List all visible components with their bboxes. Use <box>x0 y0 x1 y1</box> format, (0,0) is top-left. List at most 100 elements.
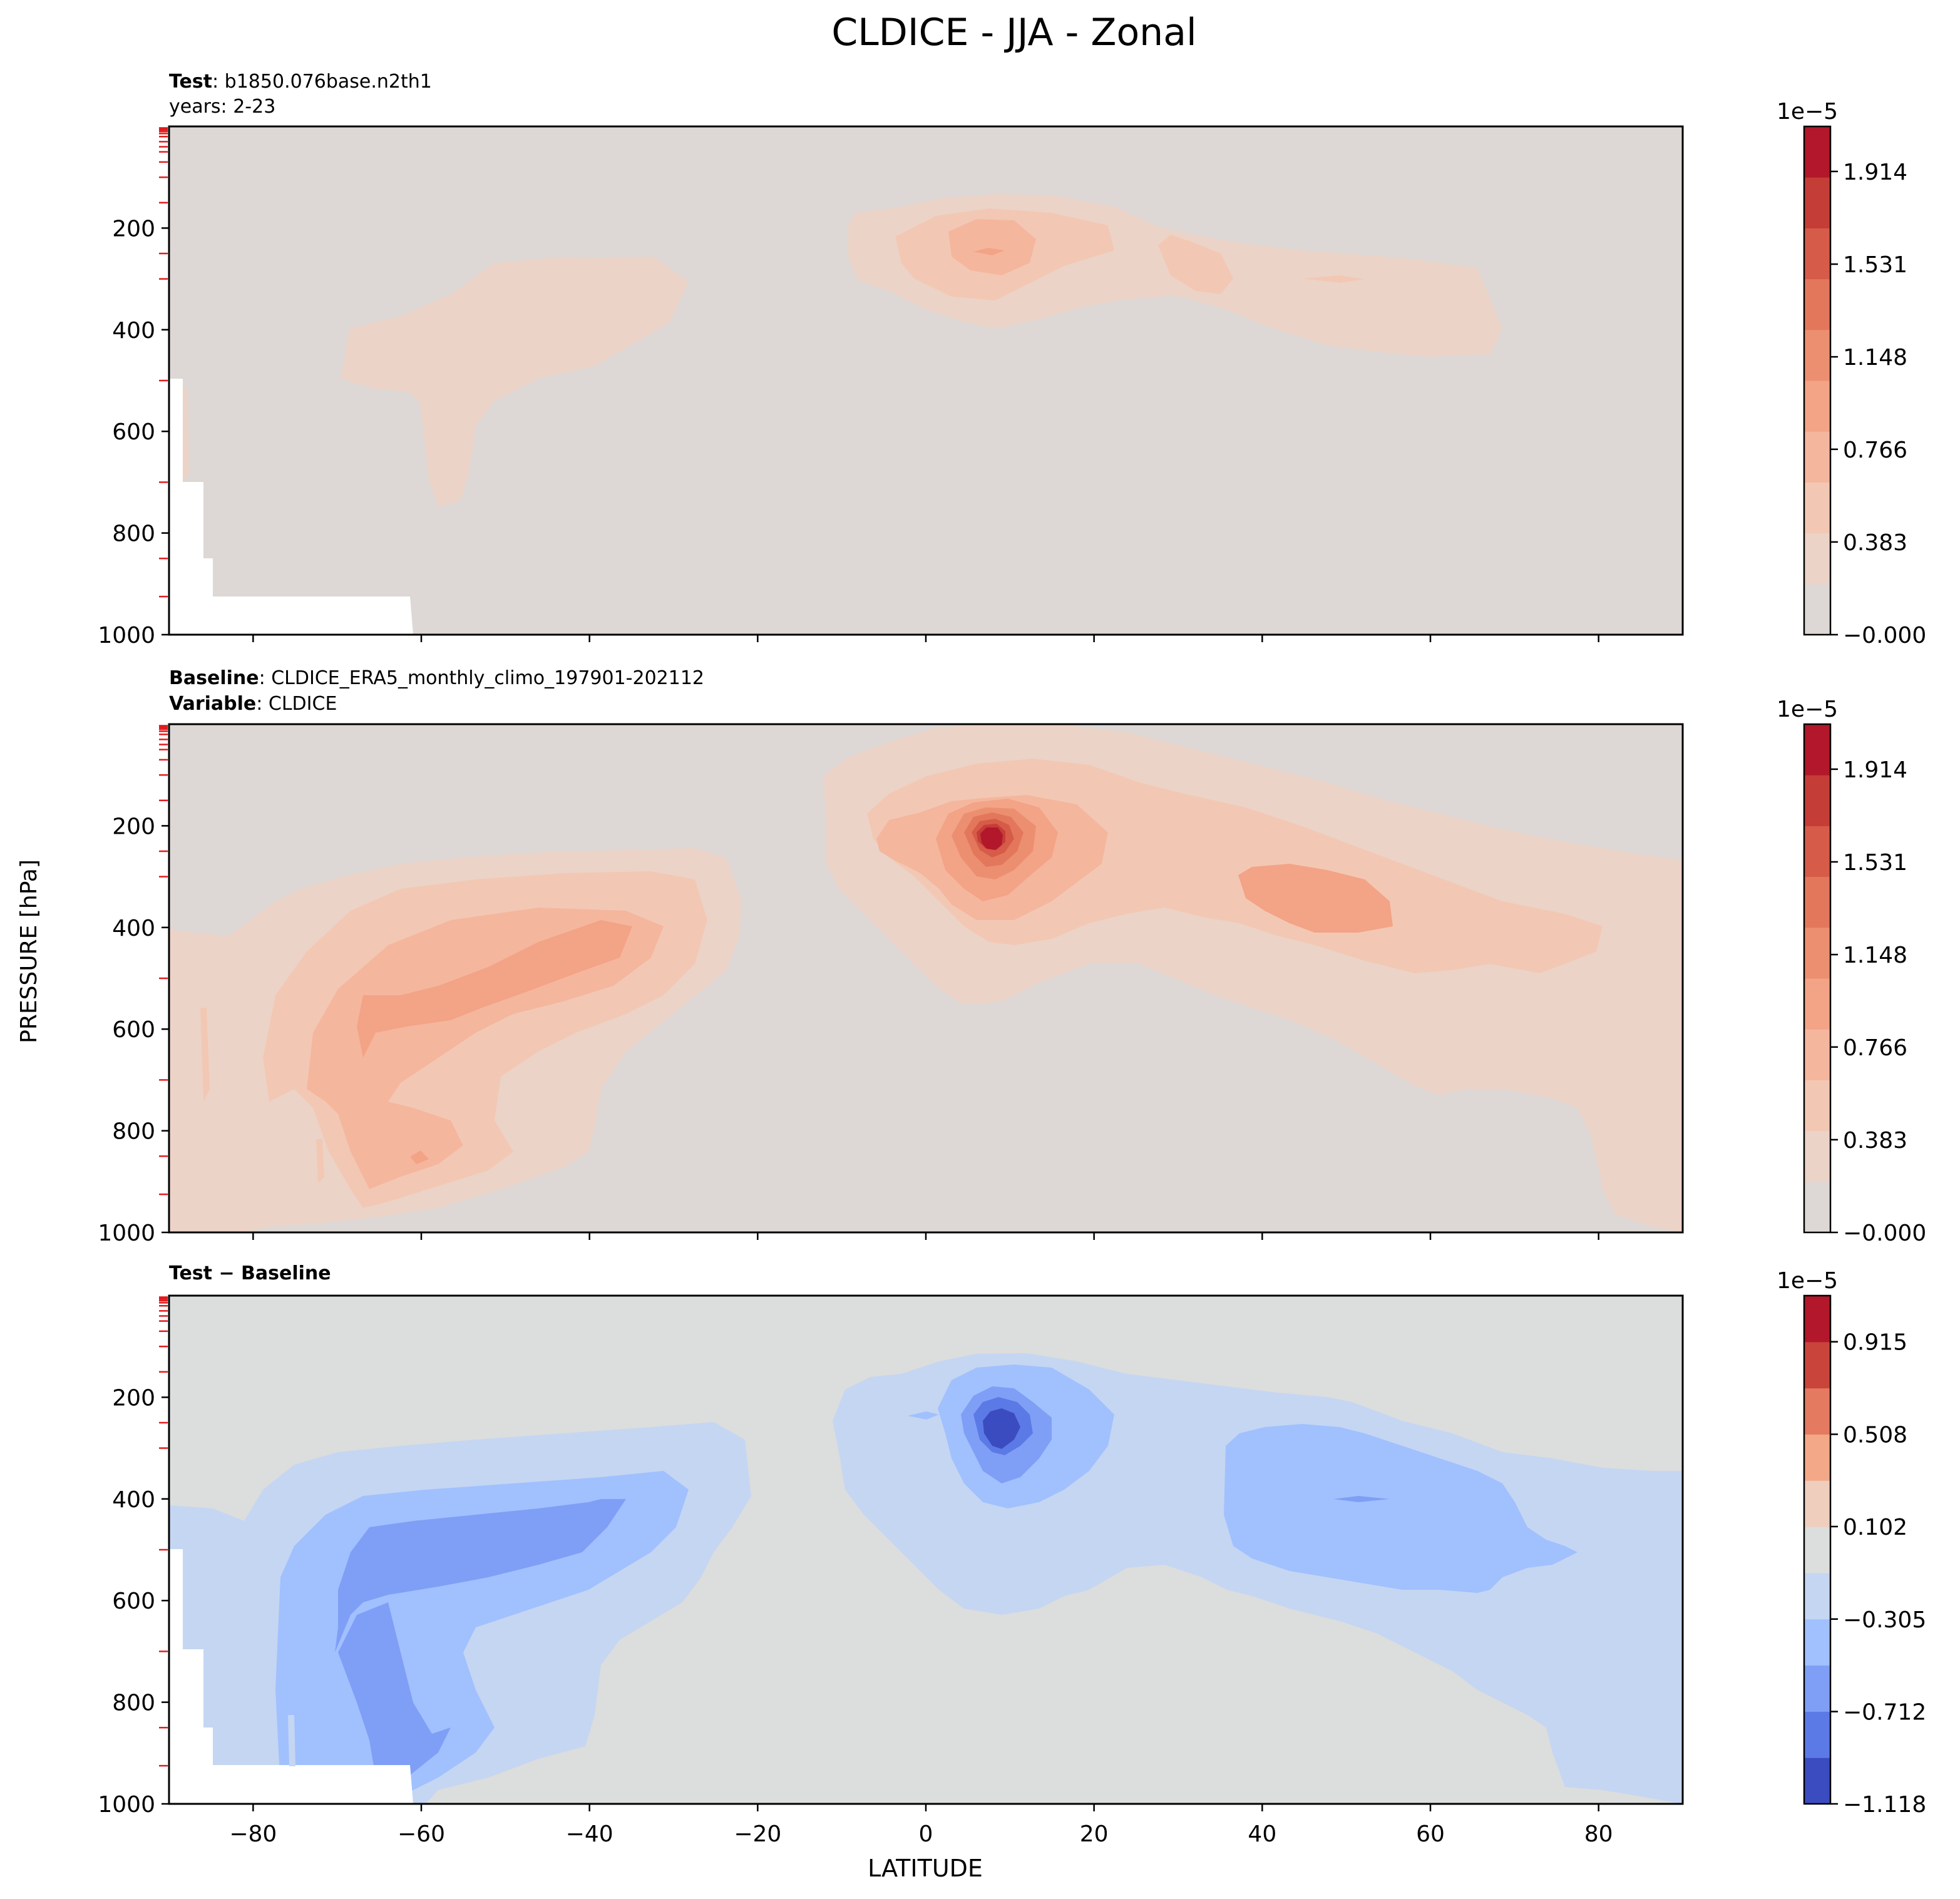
colorbar-tick-label: −0.000 <box>1843 1221 1926 1246</box>
x-tick-label: −80 <box>229 1821 277 1847</box>
panel-baseline-title-bold: Baseline <box>169 667 259 689</box>
panel-difference-title: Test − Baseline <box>169 1262 331 1284</box>
colorbar-test: 1.914 1.531 1.148 0.766 0.383 −0.000 1e−5 <box>1777 99 1926 648</box>
colorbar-segment <box>1804 1181 1830 1233</box>
colorbar-tick-label: −0.712 <box>1843 1700 1926 1726</box>
y-axis-label: PRESSURE [hPa] <box>16 859 42 1043</box>
x-tick-label: 60 <box>1416 1821 1445 1847</box>
colorbar-segment <box>1804 482 1830 534</box>
test-contour-tropical-max <box>973 248 1005 255</box>
colorbar-segment <box>1804 1527 1830 1574</box>
diff-contour-northern-midlat-streak <box>1333 1496 1390 1502</box>
diff-edge-sliver-1 <box>183 1559 189 1649</box>
x-tick-label: 40 <box>1248 1821 1276 1847</box>
test-contour-northern-midlat-band <box>1158 235 1233 294</box>
y-tick-label: 600 <box>112 1017 155 1043</box>
panel-baseline-subtitle-bold: Variable <box>169 693 256 715</box>
colorbar-tick-label: −1.118 <box>1843 1792 1926 1818</box>
y-tick-label: 800 <box>112 1691 155 1716</box>
y-tick-label: 1000 <box>98 623 155 648</box>
diff-contour-southern-midlat-max <box>335 1499 626 1652</box>
panel-difference: Test − Baseline −80 −60 −40 −20 0 20 40 60 80 200… <box>98 1262 1684 1847</box>
colorbar-tick-label: 0.766 <box>1843 438 1907 463</box>
panel-baseline: Baseline: CLDICE_ERA5_monthly_climo_1979… <box>98 667 1684 1246</box>
colorbar-segment <box>1804 177 1830 228</box>
colorbar-segment <box>1804 775 1830 826</box>
y-tick-label: 400 <box>112 1487 155 1513</box>
y-tick-label: 400 <box>112 916 155 941</box>
colorbar-tick-label: 1.148 <box>1843 345 1907 371</box>
baseline-edge-sliver-1 <box>200 1008 210 1102</box>
baseline-contour-southern-midlat-max-inner <box>357 920 632 1058</box>
colorbar-tick-label: −0.000 <box>1843 623 1926 648</box>
colorbar-segment <box>1804 1434 1830 1481</box>
colorbar-tick-label: 0.766 <box>1843 1035 1907 1061</box>
colorbar-segment <box>1804 1480 1830 1527</box>
colorbar-multiplier: 1e−5 <box>1777 697 1838 722</box>
x-tick-label: 80 <box>1584 1821 1613 1847</box>
colorbar-frame <box>1803 125 1832 636</box>
colorbar-difference: 0.915 0.508 0.102 −0.305 −0.712 −1.118 1e−5 <box>1777 1268 1926 1818</box>
panel-baseline-axes: 200 400 600 800 1000 <box>98 725 1599 1246</box>
colorbar-tick-label: 1.531 <box>1843 252 1907 278</box>
panel-baseline-title: Baseline: CLDICE_ERA5_monthly_climo_1979… <box>169 667 704 689</box>
colorbar-segment <box>1804 1130 1830 1182</box>
colorbar-tick-label: 0.383 <box>1843 530 1907 556</box>
panel-test-axes: 200 400 600 800 1000 <box>98 127 1599 648</box>
y-tick-label: 600 <box>112 1589 155 1614</box>
panel-difference-axes: −80 −60 −40 −20 0 20 40 60 80 200 400 600 800 1000 <box>98 1296 1613 1847</box>
panel-baseline-subtitle: Variable: CLDICE <box>169 693 337 715</box>
colorbar-frame <box>1803 723 1832 1234</box>
x-tick-label: −20 <box>734 1821 781 1847</box>
panel-baseline-title-text: : CLDICE_ERA5_monthly_climo_197901-20211… <box>259 667 704 689</box>
colorbar-baseline: 1.914 1.531 1.148 0.766 0.383 −0.000 1e−5 <box>1777 697 1926 1246</box>
diff-contour-southern-vertical-max <box>338 1602 451 1796</box>
panel-baseline-subtitle-text: : CLDICE <box>256 693 337 715</box>
y-tick-label: 800 <box>112 1119 155 1145</box>
baseline-contour-southern-midlat-max <box>307 908 664 1189</box>
colorbar-segment <box>1804 1572 1830 1620</box>
colorbar-tick-label: 0.508 <box>1843 1423 1907 1448</box>
y-tick-label: 600 <box>112 419 155 445</box>
colorbar-segment <box>1804 126 1830 178</box>
panel-test-title-bold: Test <box>169 71 212 93</box>
colorbar-segment <box>1804 381 1830 432</box>
diff-edge-sliver-2 <box>288 1715 295 1766</box>
colorbar-segment <box>1804 1711 1830 1758</box>
colorbar-segment <box>1804 1341 1830 1389</box>
colorbar-segment <box>1804 1758 1830 1804</box>
y-tick-label: 800 <box>112 521 155 547</box>
colorbar-frame <box>1803 1294 1832 1805</box>
test-contour-northern-midlat-streak <box>1302 275 1365 283</box>
colorbar-segment <box>1804 431 1830 483</box>
colorbar-tick-label: 1.914 <box>1843 160 1907 185</box>
test-contour-tropical-core-inner <box>948 219 1036 275</box>
colorbar-tick-label: 1.531 <box>1843 850 1907 876</box>
diff-missing-bottom-left <box>169 1549 413 1804</box>
y-tick-label: 1000 <box>98 1221 155 1246</box>
y-tick-label: 200 <box>112 1385 155 1411</box>
y-tick-label: 200 <box>112 216 155 242</box>
colorbar-tick-label: 0.102 <box>1843 1515 1907 1540</box>
test-edge-sliver <box>183 388 189 482</box>
colorbar-tick-label: −0.305 <box>1843 1607 1926 1633</box>
colorbar-segment <box>1804 1388 1830 1435</box>
colorbar-segment <box>1804 927 1830 979</box>
diff-contour-northern-midlat-core <box>1224 1424 1578 1593</box>
colorbar-segment <box>1804 583 1830 635</box>
colorbar-segment <box>1804 533 1830 585</box>
figure-title: CLDICE - JJA - Zonal <box>831 11 1196 54</box>
test-missing-bottom-left <box>169 379 413 635</box>
panel-test-subtitle: years: 2-23 <box>169 96 275 118</box>
diff-contour-tropical-max <box>983 1408 1020 1449</box>
x-tick-label: 20 <box>1080 1821 1109 1847</box>
colorbar-segment <box>1804 1029 1830 1080</box>
colorbar-segment <box>1804 1619 1830 1666</box>
colorbar-tick-label: 1.914 <box>1843 757 1907 783</box>
colorbar-segment <box>1804 1665 1830 1712</box>
colorbar-segment <box>1804 1296 1830 1343</box>
baseline-contour-tropical-max <box>980 827 1003 850</box>
x-tick-label: 0 <box>919 1821 933 1847</box>
baseline-contour-northern-midlat-max <box>1238 864 1393 933</box>
colorbar-segment <box>1804 279 1830 330</box>
